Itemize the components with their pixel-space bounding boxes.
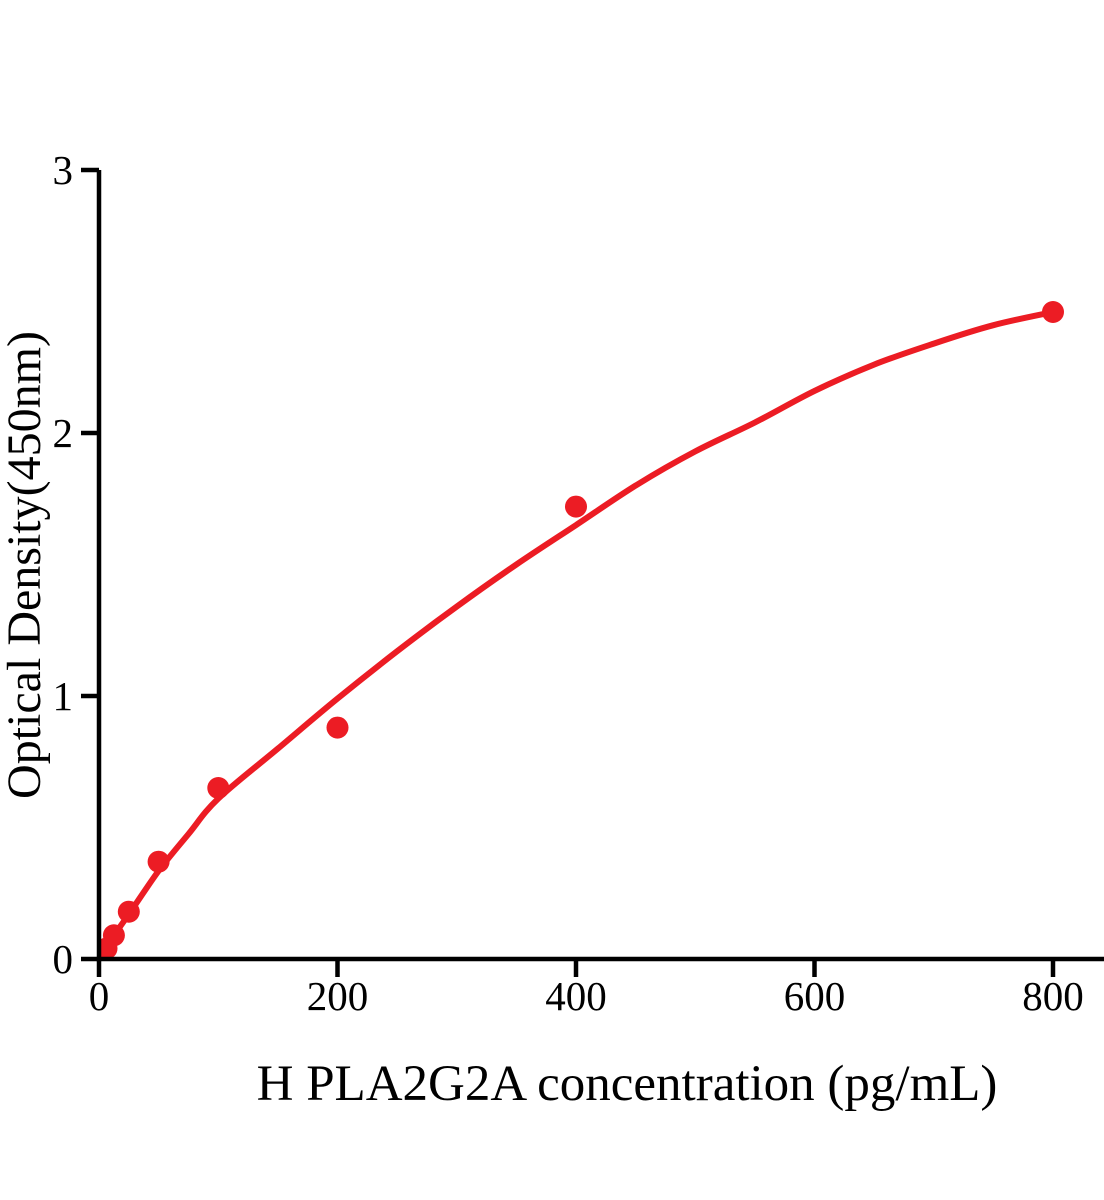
y-tick-label: 2 <box>53 410 74 456</box>
fit-curve <box>99 309 1056 959</box>
data-point <box>102 924 125 947</box>
axes-layer <box>81 167 1104 977</box>
y-tick-label: 0 <box>53 936 74 982</box>
tick-labels-layer: 0 200 400 600 800 0 1 2 3 <box>53 147 1084 1019</box>
y-tick-label: 1 <box>53 673 74 719</box>
data-layer <box>99 301 1064 959</box>
data-point <box>565 495 587 518</box>
data-point <box>1042 301 1064 323</box>
data-point <box>117 900 140 923</box>
x-axis-title: H PLA2G2A concentration (pg/mL) <box>257 1056 998 1112</box>
y-axis-title: Optical Density(450nm) <box>0 331 51 799</box>
data-point <box>147 850 170 873</box>
x-tick-label: 600 <box>784 973 846 1019</box>
data-point <box>326 716 349 739</box>
x-tick-label: 200 <box>307 973 369 1019</box>
x-tick-label: 400 <box>545 973 607 1019</box>
data-point <box>207 777 230 799</box>
y-tick-label: 3 <box>53 147 74 193</box>
x-tick-label: 0 <box>89 973 110 1019</box>
x-tick-label: 800 <box>1022 973 1084 1019</box>
